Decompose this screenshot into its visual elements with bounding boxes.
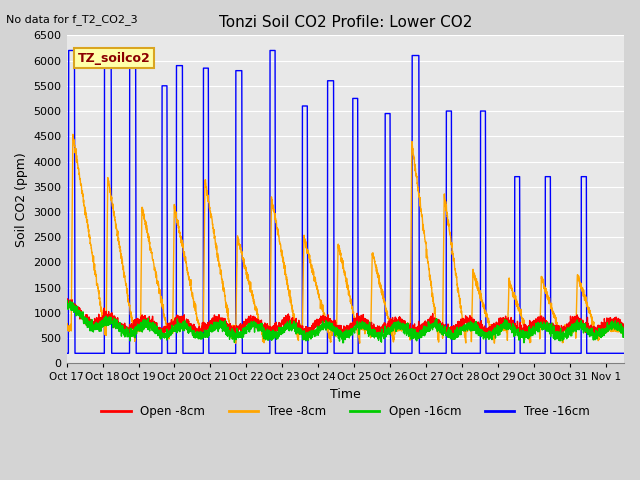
Text: No data for f_T2_CO2_3: No data for f_T2_CO2_3	[6, 14, 138, 25]
Title: Tonzi Soil CO2 Profile: Lower CO2: Tonzi Soil CO2 Profile: Lower CO2	[219, 15, 472, 30]
Legend: Open -8cm, Tree -8cm, Open -16cm, Tree -16cm: Open -8cm, Tree -8cm, Open -16cm, Tree -…	[97, 401, 594, 423]
Y-axis label: Soil CO2 (ppm): Soil CO2 (ppm)	[15, 152, 28, 247]
Text: TZ_soilco2: TZ_soilco2	[77, 52, 150, 65]
X-axis label: Time: Time	[330, 388, 361, 401]
